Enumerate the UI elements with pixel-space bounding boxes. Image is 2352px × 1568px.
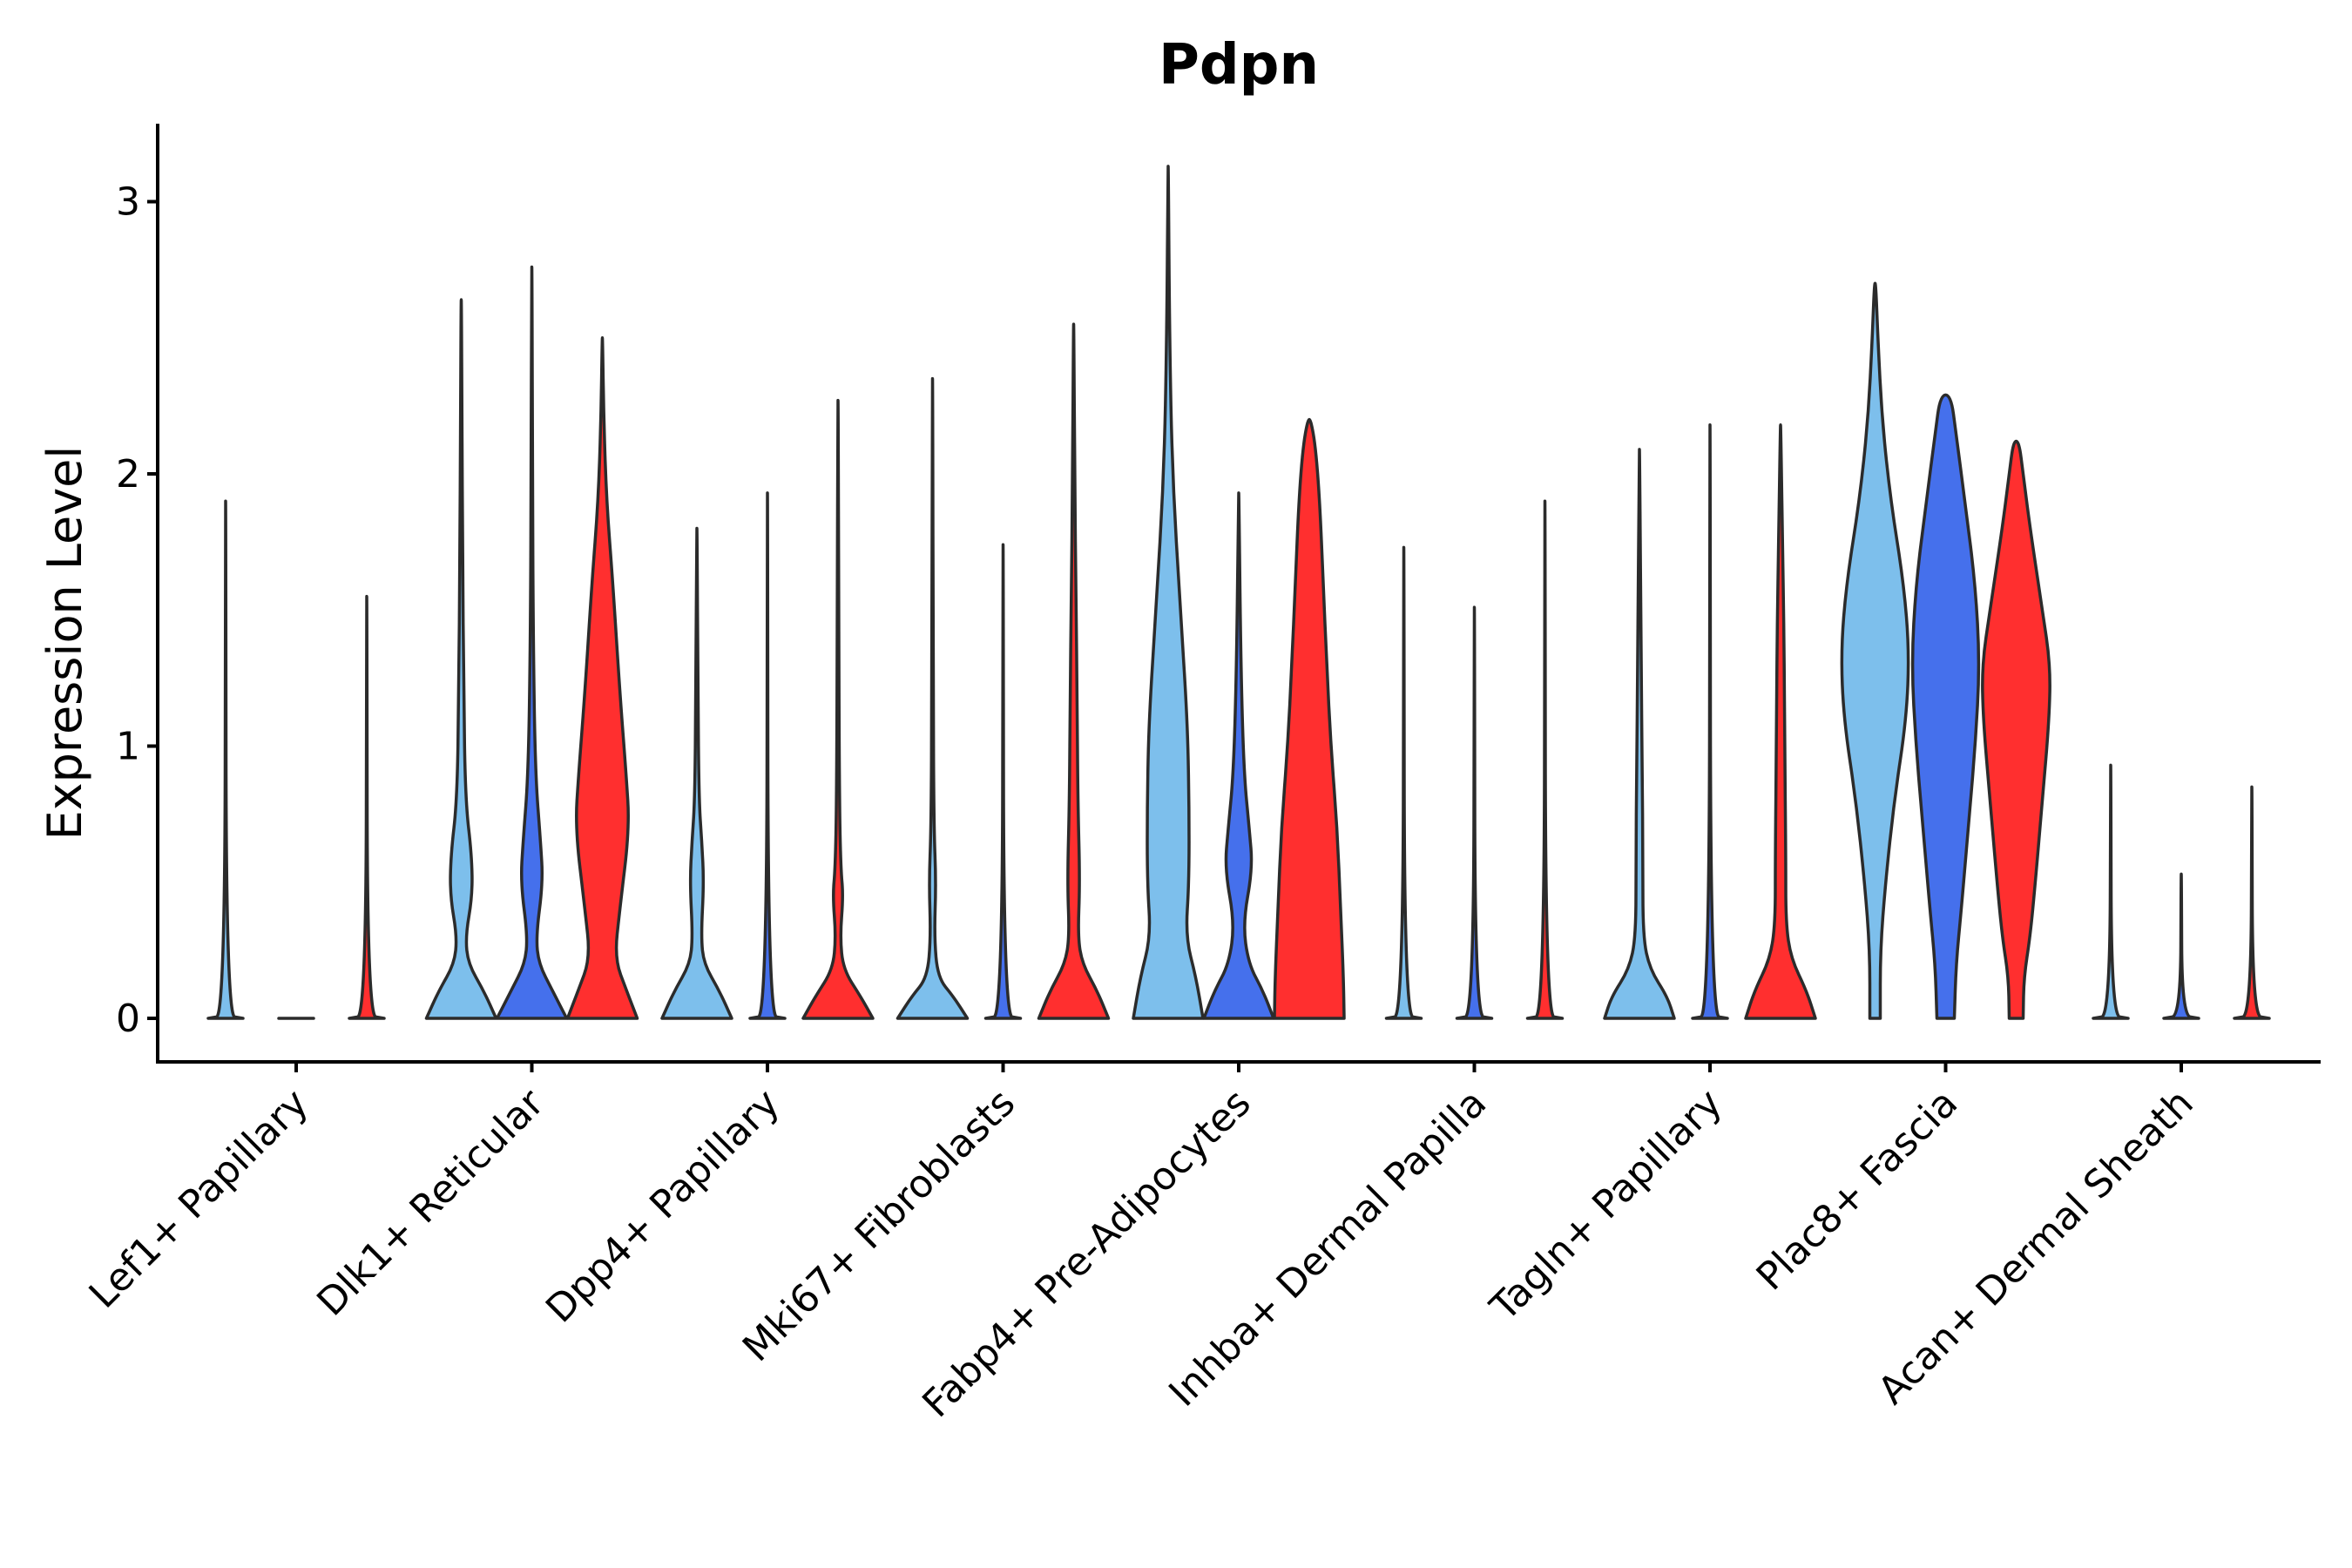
violin-tagln-papillary-1 <box>1603 448 1676 1020</box>
x-tick-label-lef1-papillary: Lef1+ Papillary <box>81 1081 317 1317</box>
violin-inhba-dermal-papilla-2 <box>1455 605 1494 1020</box>
chart-title: Pdpn <box>1159 33 1319 98</box>
violin-plac8-fascia-3 <box>1981 439 2051 1020</box>
violin-layer <box>206 165 2271 1020</box>
violin-dlk1-reticular-1 <box>424 298 498 1020</box>
violin-plac8-fascia-2 <box>1910 393 1981 1020</box>
x-tick-label-dlk1-reticular: Dlk1+ Reticular <box>308 1080 553 1325</box>
violin-inhba-dermal-papilla-1 <box>1384 545 1423 1020</box>
violin-tagln-papillary-2 <box>1691 423 1729 1020</box>
violin-lef1-papillary-1 <box>206 499 245 1020</box>
violin-dpp4-papillary-2 <box>748 491 787 1020</box>
violin-dlk1-reticular-2 <box>495 265 569 1020</box>
y-axis-label: Expression Level <box>37 446 92 841</box>
x-tick-label-tagln-papillary: Tagln+ Papillary <box>1482 1081 1731 1330</box>
violin-fabp4-pre-adipocytes-2 <box>1202 491 1275 1020</box>
y-tick-label-0: 0 <box>116 997 140 1041</box>
violin-plac8-fascia-1 <box>1840 281 1910 1020</box>
violin-fabp4-pre-adipocytes-3 <box>1273 417 1346 1020</box>
violin-acan-dermal-sheath-3 <box>2233 785 2271 1020</box>
y-ticks: 0 1 2 3 <box>116 180 158 1041</box>
x-tick-label-dpp4-papillary: Dpp4+ Papillary <box>537 1081 788 1332</box>
violin-acan-dermal-sheath-1 <box>2092 763 2130 1020</box>
violin-mki67-fibroblasts-3 <box>1037 322 1111 1020</box>
violin-inhba-dermal-papilla-3 <box>1525 499 1565 1020</box>
violin-dlk1-reticular-3 <box>565 336 639 1020</box>
x-tick-label-plac8-fascia: Plac8+ Fascia <box>1748 1081 1967 1300</box>
violin-mki67-fibroblasts-1 <box>896 376 970 1020</box>
y-tick-label-2: 2 <box>116 452 140 497</box>
violin-lef1-papillary-3 <box>348 594 386 1020</box>
violin-acan-dermal-sheath-2 <box>2162 872 2200 1020</box>
violin-mki67-fibroblasts-2 <box>983 543 1023 1020</box>
violin-tagln-papillary-3 <box>1744 423 1817 1020</box>
y-tick-label-1: 1 <box>116 725 140 769</box>
x-tick-label-mki67-fibroblasts: Mki67+ Fibroblasts <box>734 1081 1024 1370</box>
y-tick-label-3: 3 <box>116 180 140 225</box>
violin-dpp4-papillary-3 <box>801 398 875 1020</box>
violin-dpp4-papillary-1 <box>660 526 733 1020</box>
violin-fabp4-pre-adipocytes-1 <box>1132 165 1205 1020</box>
